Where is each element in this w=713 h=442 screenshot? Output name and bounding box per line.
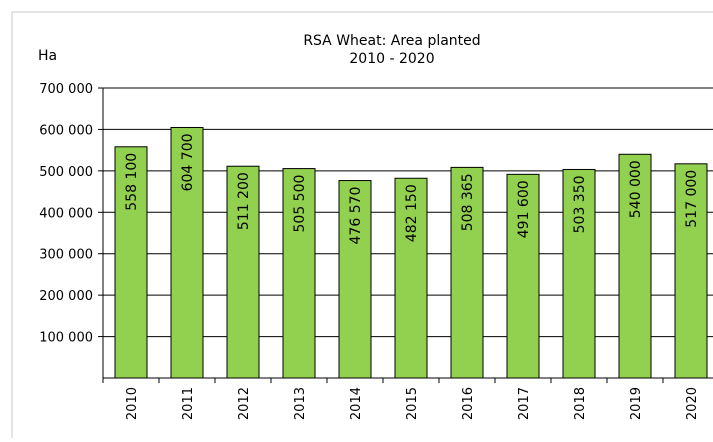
x-tick-label: 2016	[461, 387, 476, 420]
data-label: 482 150	[404, 184, 420, 242]
label-layer: 100 000 200 000 300 000 400 000 500 000 600 0…	[39, 82, 700, 420]
data-label: 503 350	[572, 175, 588, 233]
x-tick-label: 2011	[181, 387, 196, 420]
x-tick-label: 2013	[293, 387, 308, 420]
y-tick-label: 300 000	[39, 248, 93, 263]
bar-layer	[114, 126, 708, 379]
bar-2010	[114, 146, 148, 379]
x-tick-label: 2020	[685, 387, 700, 420]
y-tick-label: 200 000	[39, 289, 93, 304]
y-tick-label: 600 000	[39, 123, 93, 138]
bar-2017	[506, 173, 540, 379]
bar-2020	[674, 163, 708, 379]
bar-2018	[562, 168, 596, 379]
x-tick-label: 2012	[237, 387, 252, 420]
data-label: 540 000	[628, 160, 644, 218]
y-tick-label: 700 000	[39, 82, 93, 97]
x-tick-label: 2019	[629, 387, 644, 420]
x-tick-label: 2017	[517, 387, 532, 420]
data-label: 508 365	[460, 173, 476, 231]
data-label: 604 700	[180, 133, 196, 191]
data-label: 491 600	[516, 180, 532, 238]
x-tick-label: 2014	[349, 387, 364, 420]
axis-layer	[98, 87, 713, 383]
chart-title: RSA Wheat: Area planted	[303, 33, 480, 49]
y-tick-label: 400 000	[39, 206, 93, 221]
x-tick-label: 2018	[573, 387, 588, 420]
bar-2015	[394, 177, 428, 379]
data-label: 558 100	[124, 153, 140, 211]
data-label: 476 570	[348, 187, 364, 245]
y-tick-label: 500 000	[39, 165, 93, 180]
data-label: 511 200	[236, 172, 252, 230]
data-label: 517 000	[684, 170, 700, 228]
x-tick-label: 2010	[125, 387, 140, 420]
y-tick-label: 100 000	[39, 331, 93, 346]
bar-2016	[450, 166, 484, 379]
x-tick-label: 2015	[405, 387, 420, 420]
chart-subtitle: 2010 - 2020	[349, 51, 434, 67]
data-label: 505 500	[292, 175, 308, 233]
y-axis-label: Ha	[38, 48, 57, 64]
